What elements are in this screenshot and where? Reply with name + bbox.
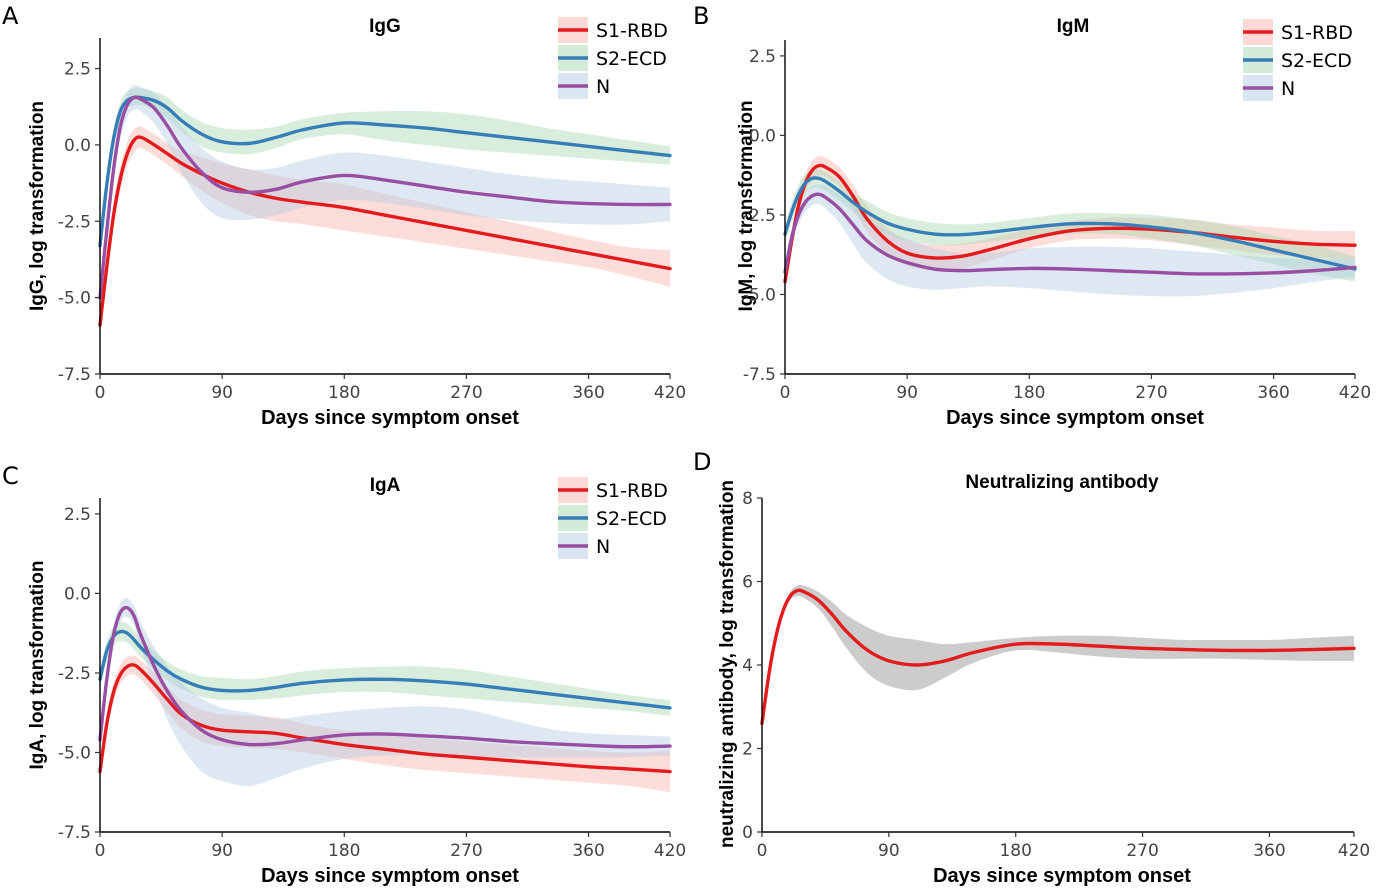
panel-b-x-tick-label: 270	[1135, 383, 1167, 403]
panel-b-legend: S1-RBD S2-ECD N	[1243, 19, 1353, 101]
panel-d-x-tick-label: 360	[1253, 841, 1285, 861]
panel-c-legend: S1-RBD S2-ECD N	[558, 477, 668, 559]
panel-c-y-tick-label: -7.5	[58, 823, 91, 843]
panel-c-ylabel: IgA, log transformation	[27, 561, 48, 770]
panel-a-s2-ecd-ci-band	[100, 88, 670, 255]
panel-b-xlabel: Days since symptom onset	[946, 407, 1204, 429]
panel-c-xlabel: Days since symptom onset	[261, 865, 519, 887]
panel-b-y-tick-label: 2.5	[749, 47, 776, 67]
panel-a-y-tick-label: -2.5	[58, 212, 91, 232]
panel-c-y-tick-label: -5.0	[58, 743, 91, 763]
panel-c-n-ci-band	[100, 598, 670, 786]
panel-d-x-tick-label: 180	[999, 841, 1031, 861]
panel-letter-b: B	[693, 2, 709, 30]
panel-d-x-tick-label: 420	[1338, 841, 1370, 861]
panel-c-s1-rbd-line	[98, 663, 672, 774]
panel-b-title: IgM	[1057, 16, 1090, 37]
panel-a-legend: S1-RBD S2-ECD N	[558, 17, 668, 99]
panel-d-neutralizing-antibody-ci-band	[762, 584, 1354, 728]
panel-d-x-tick-label: 0	[757, 841, 768, 861]
panel-letter-d: D	[693, 448, 711, 476]
panel-b-x-tick-label: 360	[1257, 383, 1289, 403]
panel-c-s2-ecd-line	[98, 629, 672, 710]
panel-d-xlabel: Days since symptom onset	[933, 865, 1191, 887]
panel-a-legend-label-s1-rbd: S1-RBD	[596, 20, 668, 42]
panel-d-y-tick-label: 8	[742, 489, 753, 509]
panel-c-title: IgA	[370, 475, 401, 496]
panel-a-x-tick-label: 0	[95, 383, 106, 403]
panel-b-y-tick-label: 0.0	[749, 126, 776, 146]
panel-a-x-tick-label: 270	[450, 383, 482, 403]
panel-b-legend-label-s2-ecd: S2-ECD	[1281, 50, 1352, 72]
panel-c-n-line	[98, 605, 672, 749]
panel-c-y-tick-label: 0.0	[64, 584, 91, 604]
panel-a-x-tick-label: 90	[211, 383, 233, 403]
panel-c-y-tick-label: -2.5	[58, 664, 91, 684]
panel-c-y-tick-label: 2.5	[64, 505, 91, 525]
panel-c-x-tick-label: 0	[95, 841, 106, 861]
panel-c-x-tick-label: 420	[654, 841, 686, 861]
panel-a-n-ci-band	[100, 84, 670, 307]
panel-a-title: IgG	[369, 16, 401, 37]
panel-a-x-tick-label: 420	[654, 383, 686, 403]
panel-c-plot-area	[98, 598, 672, 793]
panel-a-ylabel: IgG, log transformation	[27, 101, 48, 311]
panel-a-y-tick-label: -7.5	[58, 365, 91, 385]
panel-a-legend-label-n: N	[596, 76, 610, 98]
panel-a-legend-label-s2-ecd: S2-ECD	[596, 48, 667, 70]
panel-c-x-tick-label: 360	[572, 841, 604, 861]
panel-c-s1-rbd-ci-band	[100, 655, 670, 793]
panel-c-legend-label-s2-ecd: S2-ECD	[596, 508, 667, 530]
panel-b-x-tick-label: 420	[1339, 383, 1371, 403]
panel-c-legend-label-s1-rbd: S1-RBD	[596, 480, 668, 502]
panel-c-x-tick-label: 270	[450, 841, 482, 861]
panel-b-s2-ecd-line	[783, 176, 1357, 271]
panel-a-y-tick-label: 2.5	[64, 60, 91, 80]
panel-a-xlabel: Days since symptom onset	[261, 407, 519, 429]
panel-d-title: Neutralizing antibody	[965, 472, 1159, 493]
panel-b-y-tick-label: -7.5	[743, 365, 776, 385]
panel-d-ylabel: neutralizing antibody, log transformatio…	[717, 480, 738, 848]
panel-a: A IgG IgG, log transformation Days since…	[2, 2, 686, 429]
panel-a-s2-ecd-line	[98, 95, 672, 248]
panel-b-y-tick-label: -5.0	[743, 285, 776, 305]
panel-a-y-tick-label: -5.0	[58, 289, 91, 309]
panel-d-x-tick-label: 270	[1126, 841, 1158, 861]
panel-c-x-tick-label: 90	[211, 841, 233, 861]
panel-letter-c: C	[2, 462, 19, 490]
panel-d-y-tick-label: 4	[742, 656, 753, 676]
panel-d: D Neutralizing antibody neutralizing ant…	[693, 448, 1370, 887]
panel-a-s1-rbd-ci-band	[100, 126, 670, 335]
panel-a-y-tick-label: 0.0	[64, 136, 91, 156]
panel-b-y-tick-label: -2.5	[743, 206, 776, 226]
panel-d-x-tick-label: 90	[878, 841, 900, 861]
panel-b-n-line	[783, 192, 1357, 276]
panel-d-y-tick-label: 0	[742, 823, 753, 843]
panel-letter-a: A	[2, 2, 19, 30]
panel-b-x-tick-label: 90	[896, 383, 918, 403]
panel-a-n-line	[98, 95, 672, 300]
panel-b-x-tick-label: 0	[780, 383, 791, 403]
panel-d-y-tick-label: 6	[742, 573, 753, 593]
panel-a-plot-area	[98, 84, 672, 335]
panel-b-plot-area	[783, 155, 1357, 297]
panel-c-x-tick-label: 180	[328, 841, 360, 861]
panel-b-legend-label-s1-rbd: S1-RBD	[1281, 22, 1353, 44]
panel-a-s1-rbd-line	[98, 135, 672, 327]
panel-d-y-tick-label: 2	[742, 740, 753, 760]
panel-b-x-tick-label: 180	[1013, 383, 1045, 403]
panel-c-legend-label-n: N	[596, 536, 610, 558]
panel-d-neutralizing-antibody-line	[760, 588, 1356, 726]
panel-b-legend-label-n: N	[1281, 78, 1295, 100]
panel-a-x-tick-label: 180	[328, 383, 360, 403]
panel-d-plot-area	[760, 584, 1356, 728]
panel-a-x-tick-label: 360	[572, 383, 604, 403]
panel-c: C IgA IgA, log transformation Days since…	[2, 462, 686, 887]
panel-b: B IgM IgM, log transformation Days since…	[693, 2, 1371, 429]
panel-b-ylabel: IgM, log transformation	[736, 100, 757, 311]
